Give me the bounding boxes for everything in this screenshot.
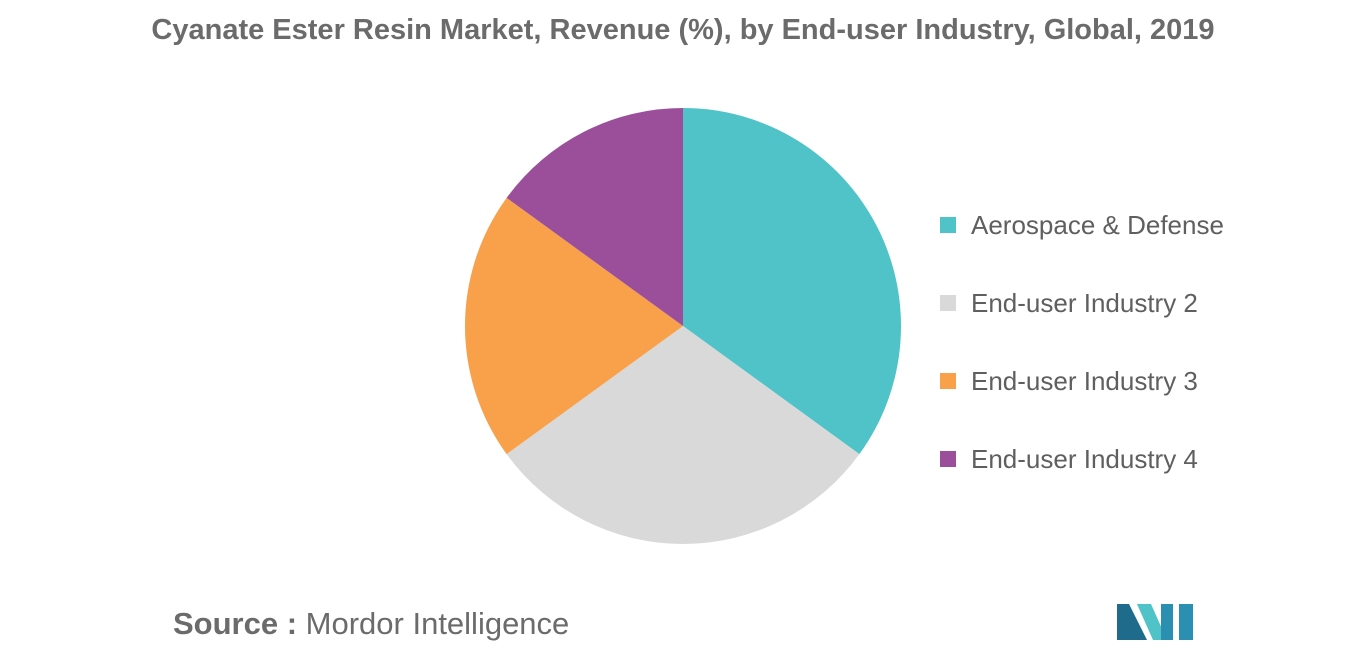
pie-slices xyxy=(464,108,902,545)
legend-item: End-user Industry 2 xyxy=(940,264,1224,342)
chart-legend: Aerospace & Defense End-user Industry 2 … xyxy=(940,186,1224,498)
logo-shape xyxy=(1117,604,1147,640)
legend-item: Aerospace & Defense xyxy=(940,186,1224,264)
legend-swatch xyxy=(940,295,956,311)
legend-label: Aerospace & Defense xyxy=(971,209,1224,240)
pie-slice xyxy=(683,108,902,455)
logo-shape xyxy=(1161,604,1193,640)
legend-swatch xyxy=(940,373,956,389)
legend-swatch xyxy=(940,217,956,233)
source-key: Source : xyxy=(173,606,298,641)
legend-item: End-user Industry 3 xyxy=(940,342,1224,420)
legend-swatch xyxy=(940,451,956,467)
chart-title: Cyanate Ester Resin Market, Revenue (%),… xyxy=(151,14,1215,46)
source-value: Mordor Intelligence xyxy=(305,606,570,641)
logo-shape xyxy=(1137,604,1167,640)
pie-slice xyxy=(506,108,683,326)
legend-label: End-user Industry 3 xyxy=(971,365,1198,396)
legend-item: End-user Industry 4 xyxy=(940,420,1224,498)
legend-label: End-user Industry 4 xyxy=(971,443,1198,474)
source-note: Source : Mordor Intelligence xyxy=(173,606,569,642)
pie-slice xyxy=(506,326,860,545)
legend-label: End-user Industry 2 xyxy=(971,287,1198,318)
pie-slice xyxy=(464,197,683,455)
mordor-logo-icon xyxy=(1117,604,1193,640)
